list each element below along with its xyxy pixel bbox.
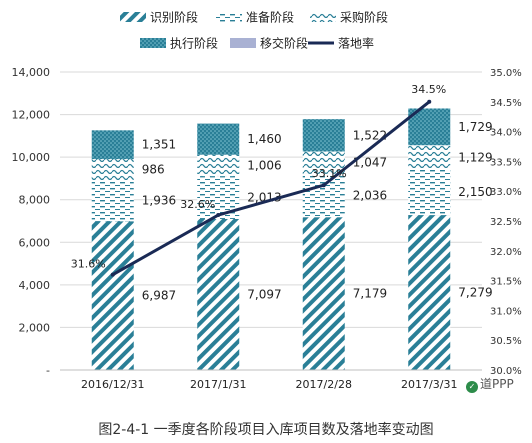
y2-tick-6: 33.0% — [490, 187, 522, 198]
bar-label-0-2: 7,179 — [353, 287, 387, 301]
bar-label-1-2: 2,036 — [353, 189, 387, 203]
y-axis-right: 30.0% 30.5% 31.0% 31.5% 32.0% 32.5% 33.0% 33.5%… — [490, 68, 522, 377]
y-tick-5: 10,000 — [12, 151, 51, 164]
y2-tick-9: 34.5% — [490, 98, 522, 109]
line-label-2: 33.1% — [312, 167, 347, 180]
line-point-0 — [110, 272, 115, 277]
bar-2-0 — [91, 159, 134, 181]
bar-2-3 — [408, 145, 451, 170]
y-tick-7: 14,000 — [12, 66, 51, 79]
bar-1-2 — [302, 173, 345, 218]
bar-label-0-3: 7,279 — [458, 286, 492, 300]
bar-label-3-1: 1,460 — [247, 132, 281, 146]
line-path — [112, 100, 431, 276]
line-label-3: 34.5% — [411, 83, 446, 96]
y2-tick-2: 31.0% — [490, 306, 522, 317]
bar-label-3-2: 1,522 — [353, 128, 387, 142]
bar-data-labels: 6,9871,9369861,3517,0972,0131,0061,4607,… — [142, 120, 493, 303]
legend-swatch-1 — [216, 12, 242, 22]
legend-label-0: 识别阶段 — [150, 10, 198, 25]
bar-0-1 — [197, 218, 240, 370]
x-tick-3: 2017/3/31 — [401, 378, 457, 391]
legend-label-3: 执行阶段 — [170, 36, 218, 51]
bar-label-3-0: 1,351 — [142, 138, 176, 152]
bar-2-2 — [302, 151, 345, 174]
y-tick-3: 6,000 — [19, 236, 51, 249]
legend-swatch-4 — [230, 38, 256, 48]
legend-label-4: 移交阶段 — [260, 36, 308, 51]
bar-label-2-0: 986 — [142, 163, 165, 177]
x-tick-2: 2017/2/28 — [296, 378, 352, 391]
x-tick-1: 2017/1/31 — [190, 378, 246, 391]
line-point-3 — [427, 99, 432, 104]
bar-2-1 — [197, 154, 240, 177]
y-tick-0: - — [46, 364, 50, 377]
line-label-1: 32.6% — [180, 198, 215, 211]
y-tick-1: 2,000 — [19, 321, 51, 334]
y2-tick-7: 33.5% — [490, 157, 522, 168]
bar-label-1-3: 2,150 — [458, 185, 492, 199]
y2-tick-1: 30.5% — [490, 336, 522, 347]
wechat-logo-icon: ✓ — [466, 381, 478, 393]
bar-0-0 — [91, 221, 134, 370]
legend-label-1: 准备阶段 — [246, 10, 294, 25]
y2-tick-4: 32.0% — [490, 247, 522, 258]
y2-tick-5: 32.5% — [490, 217, 522, 228]
y-tick-6: 12,000 — [12, 109, 51, 122]
x-tick-0: 2016/12/31 — [81, 378, 144, 391]
y-tick-2: 4,000 — [19, 279, 51, 292]
bar-3-1 — [197, 123, 240, 155]
bar-label-2-2: 1,047 — [353, 156, 387, 170]
y2-tick-10: 35.0% — [490, 68, 522, 79]
bar-label-1-0: 1,936 — [142, 194, 176, 208]
bar-series — [91, 108, 451, 370]
x-axis: 2016/12/31 2017/1/31 2017/2/28 2017/3/31 — [60, 369, 482, 391]
legend-label-2: 采购阶段 — [340, 10, 388, 25]
y2-tick-3: 31.5% — [490, 277, 522, 288]
bar-0-2 — [302, 217, 345, 370]
legend-label-line: 落地率 — [338, 36, 374, 51]
legend-swatch-0 — [120, 12, 146, 22]
legend-swatch-2 — [310, 12, 336, 22]
figure-caption: 图2-4-1 一季度各阶段项目入库项目数及落地率变动图 — [98, 422, 434, 438]
bar-label-2-3: 1,129 — [458, 150, 492, 164]
bar-label-3-3: 1,729 — [458, 120, 492, 134]
bar-label-2-1: 1,006 — [247, 158, 281, 172]
line-point-2 — [321, 183, 326, 188]
watermark-text: 道PPP — [480, 377, 514, 391]
y2-tick-8: 34.0% — [490, 128, 522, 139]
line-point-1 — [216, 213, 221, 218]
bar-3-2 — [302, 119, 345, 152]
bar-label-0-1: 7,097 — [247, 287, 281, 301]
watermark: ✓ 道PPP — [466, 375, 514, 393]
y-axis-left: - 2,000 4,000 6,000 8,000 10,000 12,000 14,000 — [12, 66, 51, 377]
bar-0-3 — [408, 215, 451, 370]
bar-label-0-0: 6,987 — [142, 289, 176, 303]
line-label-0: 31.6% — [71, 258, 106, 271]
landing-rate-line: 31.6% 32.6% 33.1% 34.5% — [71, 83, 446, 277]
bar-3-0 — [91, 130, 134, 160]
y-tick-4: 8,000 — [19, 194, 51, 207]
legend-swatch-3 — [140, 38, 166, 48]
bar-1-3 — [408, 169, 451, 216]
y2-tick-0: 30.0% — [490, 366, 522, 377]
bar-1-0 — [91, 180, 134, 222]
